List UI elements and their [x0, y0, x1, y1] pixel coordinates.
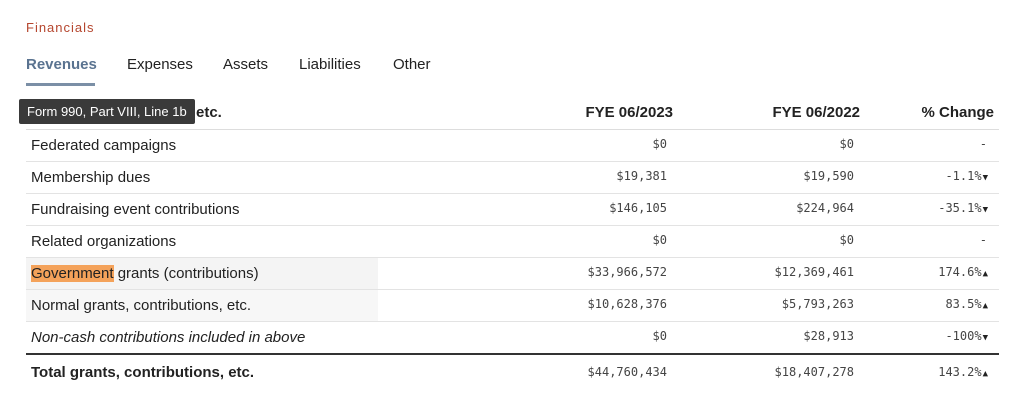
row-label: Federated campaigns: [31, 137, 177, 154]
table-row-hovered[interactable]: Government grants (contributions) $33,96…: [26, 258, 999, 290]
header-fye2022[interactable]: FYE 06/2022: [772, 104, 860, 121]
row-label: Non-cash contributions included in above: [31, 329, 306, 346]
tab-liabilities[interactable]: Liabilities: [299, 56, 361, 73]
table-row: Non-cash contributions included in above…: [26, 322, 999, 353]
table-row: Membership dues $19,381 $19,590 -1.1%▼: [26, 162, 999, 194]
value-change: -: [979, 137, 987, 151]
value-change: -: [979, 233, 987, 247]
tab-revenues[interactable]: Revenues: [26, 56, 97, 73]
row-label: Normal grants, contributions, etc.: [31, 297, 252, 314]
value-change: 174.6%▲: [938, 265, 988, 279]
search-highlight: Government: [31, 265, 114, 282]
total-row: Total grants, contributions, etc. $44,76…: [26, 353, 999, 391]
header-fye2023[interactable]: FYE 06/2023: [585, 104, 673, 121]
header-change[interactable]: % Change: [921, 104, 994, 121]
tab-assets[interactable]: Assets: [223, 56, 269, 73]
up-arrow-icon: ▲: [982, 369, 988, 379]
row-label: Government grants (contributions): [31, 265, 259, 282]
row-label: Fundraising event contributions: [31, 201, 240, 218]
revenues-table: etc. FYE 06/2023 FYE 06/2022 % Change Fe…: [26, 96, 999, 391]
value-change: -35.1%▼: [938, 201, 988, 215]
value-change: 83.5%▲: [945, 297, 988, 311]
tab-other[interactable]: Other: [393, 56, 431, 73]
header-label: etc.: [196, 104, 222, 121]
row-shade: [26, 290, 378, 321]
value-fye2022: $28,913: [803, 329, 854, 343]
down-arrow-icon: ▼: [982, 333, 988, 343]
section-title: Financials: [26, 20, 95, 35]
table-row: Fundraising event contributions $146,105…: [26, 194, 999, 226]
value-fye2022: $0: [839, 137, 854, 151]
value-fye2022: $5,793,263: [781, 297, 854, 311]
tooltip: Form 990, Part VIII, Line 1b: [19, 99, 195, 124]
value-change: -100%▼: [945, 329, 988, 343]
value-fye2023: $0: [652, 233, 667, 247]
table-row: Related organizations $0 $0 -: [26, 226, 999, 258]
row-label: Related organizations: [31, 233, 177, 250]
total-change: 143.2%▲: [938, 365, 988, 379]
value-fye2022: $0: [839, 233, 854, 247]
value-change: -1.1%▼: [945, 169, 988, 183]
up-arrow-icon: ▲: [982, 301, 988, 311]
value-fye2023: $10,628,376: [587, 297, 667, 311]
row-label: Membership dues: [31, 169, 151, 186]
value-fye2023: $19,381: [616, 169, 667, 183]
table-header: etc. FYE 06/2023 FYE 06/2022 % Change: [26, 96, 999, 130]
total-label: Total grants, contributions, etc.: [31, 364, 255, 381]
value-fye2023: $146,105: [609, 201, 667, 215]
down-arrow-icon: ▼: [982, 205, 988, 215]
value-fye2022: $19,590: [803, 169, 854, 183]
value-fye2023: $33,966,572: [587, 265, 667, 279]
value-fye2022: $12,369,461: [774, 265, 854, 279]
total-fye2022: $18,407,278: [774, 365, 854, 379]
value-fye2023: $0: [652, 137, 667, 151]
tab-expenses[interactable]: Expenses: [127, 56, 193, 73]
up-arrow-icon: ▲: [982, 269, 988, 279]
value-fye2022: $224,964: [796, 201, 854, 215]
value-fye2023: $0: [652, 329, 667, 343]
down-arrow-icon: ▼: [982, 173, 988, 183]
table-row: Federated campaigns $0 $0 -: [26, 130, 999, 162]
table-row: Normal grants, contributions, etc. $10,6…: [26, 290, 999, 322]
active-tab-indicator: [26, 83, 95, 86]
total-fye2023: $44,760,434: [587, 365, 667, 379]
